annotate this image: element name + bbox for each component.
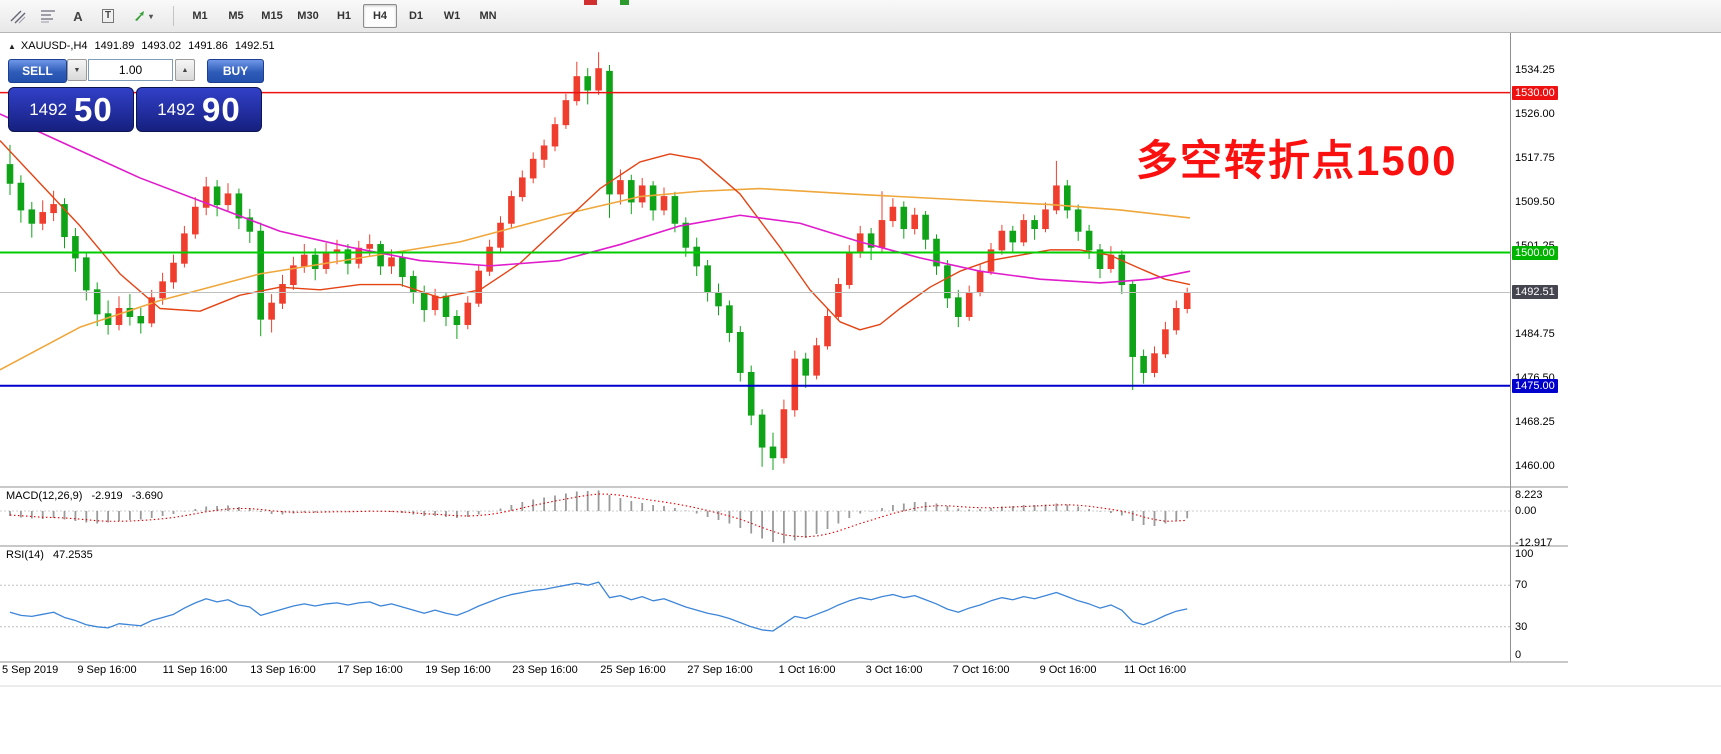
price-tick: 1460.00	[1515, 459, 1555, 472]
rsi-axis-tick: 0	[1515, 649, 1522, 661]
price-tag: 1492.51	[1512, 285, 1558, 300]
timeframe-m30-button[interactable]: M30	[297, 10, 319, 22]
time-label: 27 Sep 16:00	[687, 664, 753, 676]
macd-signal-value: -3.690	[131, 490, 163, 502]
arrow-shapes-icon	[134, 11, 144, 21]
time-label: 11 Oct 16:00	[1123, 664, 1187, 676]
one-click-collapse-icon[interactable]: ▲	[8, 42, 16, 51]
rsi-axis-tick: 30	[1515, 620, 1528, 633]
volume-input[interactable]	[88, 59, 173, 81]
ask-quote-panel[interactable]: 1492 90	[136, 87, 262, 132]
rsi-axis-tick: 70	[1515, 579, 1528, 592]
equidistant-channel-tool-button[interactable]	[4, 3, 32, 29]
fibonacci-tool-button[interactable]	[34, 3, 62, 29]
price-tick: 1468.25	[1515, 415, 1555, 428]
macd-axis-tick: 8.223	[1515, 489, 1543, 501]
time-label: 25 Sep 16:00	[600, 664, 666, 676]
down-arrow-icon: ▼	[73, 66, 81, 74]
macd-layer	[0, 490, 1510, 544]
price-tick: 1517.75	[1515, 151, 1555, 164]
clipped-text-fragment-red	[584, 0, 597, 5]
time-label: 11 Sep 16:00	[162, 664, 228, 676]
text-tool-button[interactable]: A	[64, 3, 92, 29]
rsi-value: 47.2535	[52, 549, 93, 561]
text-tool-icon: A	[73, 8, 83, 24]
rsi-axis-tick: 100	[1515, 548, 1534, 560]
timeframe-h4-button[interactable]: H4	[363, 4, 397, 28]
volume-decrease-button[interactable]: ▼	[67, 59, 87, 81]
price-tick: 1484.75	[1515, 327, 1555, 340]
macd-indicator-label: MACD(12,26,9) -2.919 -3.690	[6, 490, 169, 502]
bid-price-pips: 50	[74, 90, 113, 128]
price-tick: 1526.00	[1515, 107, 1555, 120]
price-tag: 1530.00	[1512, 85, 1558, 100]
dropdown-caret-icon: ▾	[148, 11, 153, 21]
toolbar: A T ▾ M1 M5 M15 M30 H1 H4 D1 W1 MN	[0, 0, 1721, 33]
time-label: 1 Oct 16:00	[778, 664, 836, 676]
time-label: 9 Sep 16:00	[77, 664, 137, 676]
price-tag: 1475.00	[1512, 378, 1558, 393]
fibonacci-icon	[41, 10, 55, 23]
clipped-text-fragment-green	[620, 0, 629, 5]
timeframe-mn-button[interactable]: MN	[479, 10, 497, 22]
bid-quote-panel[interactable]: 1492 50	[8, 87, 134, 132]
time-label: 17 Sep 16:00	[337, 664, 403, 676]
time-label: 7 Oct 16:00	[952, 664, 1010, 676]
sell-button[interactable]: SELL	[8, 59, 67, 83]
ohlc-high: 1493.02	[141, 40, 182, 52]
price-tick: 1534.25	[1515, 64, 1555, 77]
timeframe-d1-button[interactable]: D1	[408, 10, 424, 22]
timeframe-m15-button[interactable]: M15	[261, 10, 283, 22]
buy-button[interactable]: BUY	[207, 59, 264, 83]
time-label: 5 Sep 2019	[2, 664, 59, 676]
one-click-trading-panel: SELL ▼ ▲ BUY 1492 50 1492 90	[8, 59, 264, 132]
time-label: 23 Sep 16:00	[512, 664, 578, 676]
text-label-icon: T	[101, 9, 115, 23]
volume-increase-button[interactable]: ▲	[175, 59, 195, 81]
price-tag: 1500.00	[1512, 245, 1558, 260]
ohlc-close: 1492.51	[234, 40, 275, 52]
ohlc-open: 1491.89	[94, 40, 135, 52]
separators-layer	[0, 33, 1721, 687]
time-label: 13 Sep 16:00	[250, 664, 316, 676]
channel-tool-icon	[10, 10, 26, 24]
rsi-name: RSI(14)	[6, 549, 44, 561]
ohlc-low: 1491.86	[188, 40, 228, 52]
ask-price-pips: 90	[202, 90, 241, 128]
toolbar-separator	[173, 6, 174, 26]
rsi-layer	[0, 581, 1510, 632]
chart-annotation: 多空转折点1500	[1136, 137, 1458, 184]
price-tick: 1509.50	[1515, 195, 1555, 208]
text-label-tool-button[interactable]: T	[94, 3, 122, 29]
symbol-info: ▲ XAUUSD-,H4 1491.89 1493.02 1491.86 1492.51	[8, 40, 275, 52]
macd-main-value: -2.919	[91, 490, 123, 502]
time-label: 19 Sep 16:00	[425, 664, 491, 676]
timeframe-m1-button[interactable]: M1	[192, 10, 208, 22]
timeframe-m5-button[interactable]: M5	[228, 10, 244, 22]
ask-price-main: 1492	[157, 99, 196, 119]
ma-lines-layer	[0, 113, 1191, 371]
macd-axis-tick: 0.00	[1515, 505, 1537, 517]
timeframe-h1-button[interactable]: H1	[336, 10, 352, 22]
symbol-name: XAUUSD-,H4	[20, 40, 88, 52]
rsi-indicator-label: RSI(14) 47.2535	[6, 549, 99, 561]
timeframe-w1-button[interactable]: W1	[443, 10, 461, 22]
macd-axis-tick: -12.917	[1515, 537, 1553, 549]
time-label: 9 Oct 16:00	[1039, 664, 1097, 676]
time-label: 3 Oct 16:00	[865, 664, 923, 676]
candles-layer	[6, 52, 1191, 470]
bid-price-main: 1492	[29, 99, 68, 119]
up-arrow-icon: ▲	[181, 66, 189, 74]
macd-name: MACD(12,26,9)	[6, 490, 83, 502]
arrow-shapes-tool-button[interactable]: ▾	[124, 3, 162, 29]
hlines-layer	[0, 91, 1510, 387]
